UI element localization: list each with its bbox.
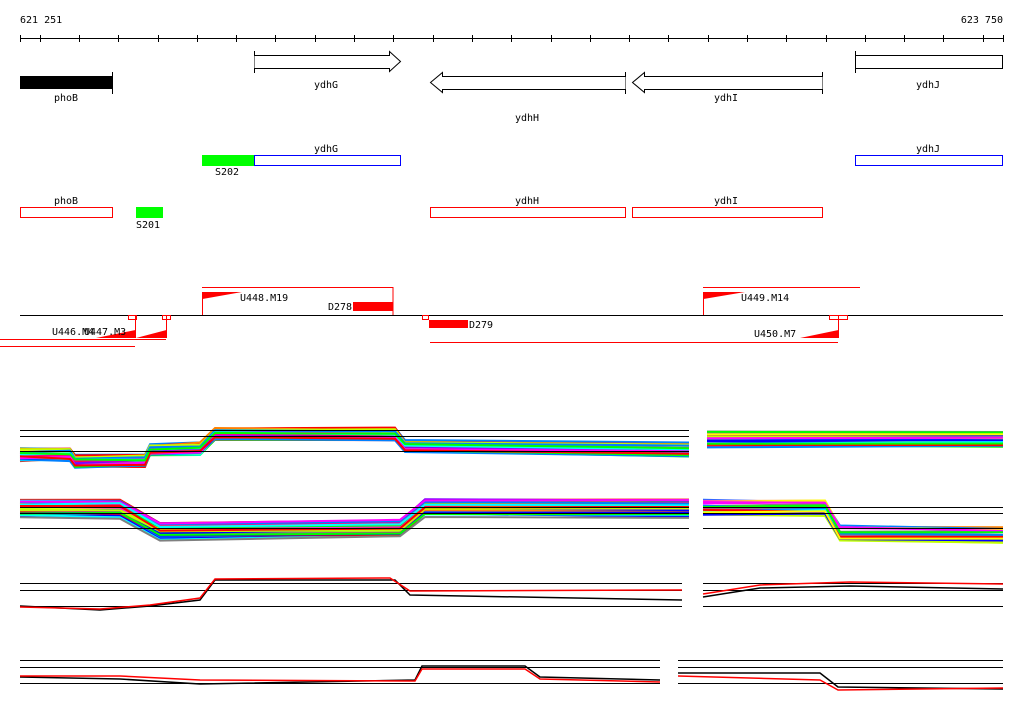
expression-trace [702,504,1004,534]
expression-trace [706,439,1004,442]
feature-s201[interactable]: S201 [136,207,163,231]
expression-panel [19,498,690,542]
expression-trace [19,579,683,611]
unit-extent-lines [0,287,860,347]
expression-panel [20,583,682,607]
gene-label: phoB [54,93,78,104]
expression-panel [702,498,1004,544]
ruler-start-label: 621 251 [20,15,62,26]
unit-u450[interactable]: U450.M7 [754,315,848,340]
unit-u446[interactable]: U446.M4 [52,315,137,338]
unit-u447[interactable]: U447.M3 [84,315,171,338]
unit-label: U450.M7 [754,329,796,340]
feature-ydhH[interactable]: ydhH [430,196,626,218]
expression-trace [706,430,1004,434]
gene-phoB[interactable]: phoB [20,72,113,104]
expression-trace [19,499,690,525]
gene-track: phoB ydhG ydhH ydhI ydhJ [20,50,1003,124]
gene-ydhI[interactable]: ydhI [631,71,823,104]
expression-trace [678,672,1004,690]
expression-panel [706,430,1004,449]
gene-ydhG[interactable]: ydhG [254,50,402,91]
unit-u449[interactable]: U449.M14 [703,292,790,315]
unit-u448[interactable]: U448.M19 [202,292,289,315]
segment-d278[interactable]: D278 [328,287,394,315]
operon-track: S202 ydhG ydhJ [202,144,1003,178]
feature-ydhI[interactable]: ydhI [632,196,823,218]
unit-label: U448.M19 [240,293,288,304]
unit-label: U447.M3 [84,327,126,338]
expression-trace [702,581,1004,595]
feature-label: ydhJ [916,144,940,155]
expression-trace [19,665,661,685]
transcript-unit-track: U446.M4 U447.M3 U448.M19 D278 D279 U449.… [0,287,1003,347]
feature-phoB[interactable]: phoB [20,196,113,218]
feature-label: ydhG [314,144,338,155]
expression-trace [19,515,690,542]
expression-panel [678,660,1003,684]
unit-label: U446.M4 [52,327,94,338]
feature-ydhG-transcript[interactable]: ydhG [254,144,401,166]
feature-label: S201 [136,220,160,231]
unit-label: U449.M14 [741,293,789,304]
expression-trace [702,585,1004,598]
ruler-end-label: 623 750 [961,15,1003,26]
expression-trace [19,429,690,460]
expression-panel [20,660,660,684]
expression-panel [19,426,690,469]
feature-label: phoB [54,196,78,207]
coordinate-ruler: 621 251 623 750 [20,15,1004,42]
annotation-track: phoB S201 ydhH ydhI [20,196,823,231]
feature-s202[interactable]: S202 [202,155,254,178]
feature-label: ydhI [714,196,738,207]
gene-ydhH[interactable]: ydhH [429,71,626,124]
gene-label: ydhH [515,113,539,124]
expression-trace [702,510,1003,540]
gene-label: ydhI [714,93,738,104]
feature-label: S202 [215,167,239,178]
gene-label: ydhJ [916,80,940,91]
feature-label: ydhH [515,196,539,207]
expression-trace [20,668,661,683]
expression-trace [19,577,683,610]
expression-trace [19,502,690,529]
segment-label: D278 [328,302,352,313]
expression-trace [19,431,690,462]
gene-ydhJ[interactable]: ydhJ [855,51,1003,91]
segment-label: D279 [469,320,493,331]
feature-ydhJ-transcript[interactable]: ydhJ [855,144,1003,166]
expression-trace [677,675,1004,691]
ruler-ticks [20,35,1004,42]
gene-label: ydhG [314,80,338,91]
segment-d279[interactable]: D279 [422,315,494,332]
expression-panels [19,426,1004,691]
